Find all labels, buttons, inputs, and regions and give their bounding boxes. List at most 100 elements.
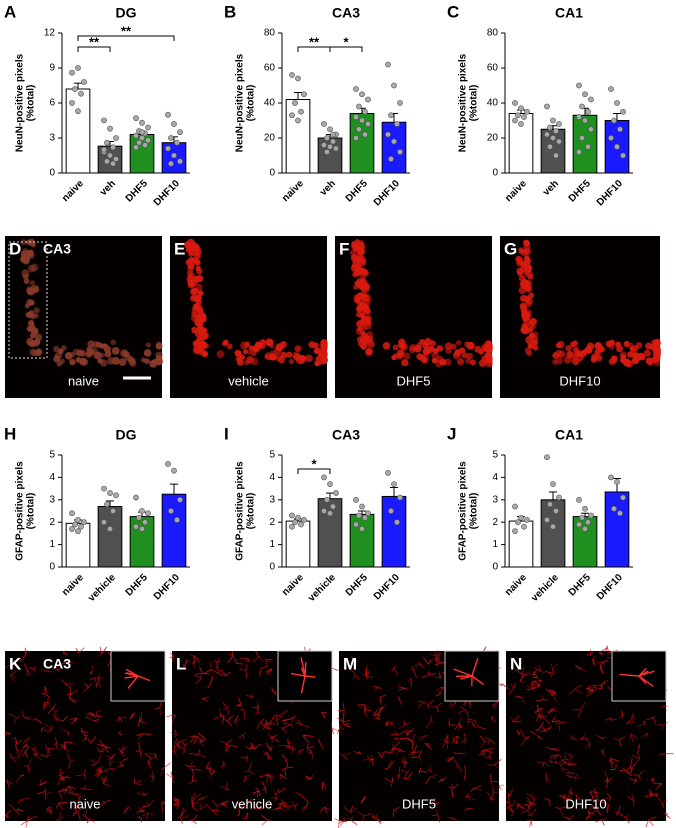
astrocyte	[53, 709, 58, 716]
astrocyte	[192, 793, 201, 800]
astrocyte	[608, 797, 612, 803]
inset-astrocyte	[127, 675, 139, 689]
astrocyte	[245, 658, 249, 663]
astrocyte	[21, 710, 25, 719]
astrocyte	[574, 666, 582, 670]
data-point	[585, 143, 591, 150]
astrocyte	[386, 719, 390, 726]
astrocyte	[67, 785, 76, 789]
cell	[20, 239, 27, 246]
astrocyte	[282, 725, 286, 731]
y-tick-label: 4	[49, 472, 55, 483]
cell	[524, 347, 532, 354]
data-point	[177, 496, 183, 503]
astrocyte	[397, 774, 400, 779]
astrocyte	[353, 661, 357, 669]
astrocyte	[560, 764, 564, 773]
data-point	[333, 490, 339, 496]
astrocyte	[46, 806, 50, 812]
astrocyte	[373, 814, 376, 819]
astrocyte	[459, 705, 466, 710]
astrocyte	[614, 764, 617, 770]
data-point	[330, 503, 336, 510]
astrocyte	[588, 687, 592, 692]
astrocyte	[650, 778, 654, 781]
astrocyte	[574, 773, 579, 779]
astrocyte	[373, 708, 380, 715]
data-point	[553, 508, 559, 514]
astrocyte	[269, 774, 275, 777]
cell	[265, 338, 274, 347]
astrocyte	[242, 756, 248, 760]
astrocyte	[219, 740, 227, 744]
astrocyte	[631, 715, 633, 724]
data-point	[75, 528, 81, 535]
astrocyte	[491, 715, 495, 718]
astrocyte	[103, 783, 112, 787]
data-point	[133, 144, 139, 151]
bar	[161, 493, 187, 568]
astrocyte	[545, 778, 548, 783]
astrocyte	[142, 805, 150, 808]
astrocyte	[603, 797, 612, 800]
astrocyte	[69, 717, 78, 720]
data-point	[512, 503, 518, 510]
cell	[631, 345, 639, 352]
astrocyte	[407, 752, 415, 756]
data-point	[385, 131, 391, 138]
astrocyte	[420, 664, 424, 669]
astrocyte	[587, 804, 594, 813]
astrocyte	[41, 728, 50, 733]
astrocyte	[215, 661, 220, 671]
x-tick-label: vehicle	[529, 572, 561, 604]
x-tick-label: naive	[280, 572, 306, 598]
cell	[25, 311, 32, 318]
astrocyte	[436, 659, 440, 666]
astrocyte	[109, 754, 115, 759]
astrocyte	[563, 796, 573, 800]
astrocyte	[601, 819, 605, 826]
cell	[396, 349, 405, 358]
astrocyte	[376, 714, 381, 718]
astrocyte	[95, 678, 99, 688]
y-axis-label: (%total)	[26, 85, 37, 122]
astrocyte	[254, 807, 264, 810]
data-point	[576, 496, 582, 503]
astrocyte	[75, 647, 80, 654]
astrocyte	[222, 671, 227, 676]
astrocyte	[261, 819, 268, 826]
astrocyte	[631, 715, 636, 720]
astrocyte	[183, 742, 186, 747]
astrocyte	[68, 761, 71, 769]
astrocyte	[356, 810, 365, 817]
bar	[381, 121, 407, 174]
y-axis-label: (%total)	[469, 85, 480, 122]
astrocyte	[26, 668, 31, 676]
astrocyte	[103, 745, 112, 749]
astrocyte	[227, 708, 230, 716]
astrocyte	[549, 725, 552, 729]
data-point	[512, 100, 518, 106]
astrocyte	[338, 820, 346, 824]
astrocyte	[270, 715, 275, 723]
astrocyte	[596, 809, 601, 816]
astrocyte	[147, 758, 152, 762]
data-point	[518, 105, 524, 112]
astrocyte	[284, 766, 294, 769]
astrocyte	[619, 813, 626, 818]
cell	[118, 358, 127, 367]
bar	[540, 499, 566, 568]
astrocyte	[261, 815, 268, 821]
astrocyte	[226, 671, 231, 676]
cell	[527, 273, 534, 280]
astrocyte	[551, 669, 555, 673]
astrocyte	[197, 796, 205, 801]
inset-astrocyte	[471, 658, 479, 677]
inset-astrocyte	[471, 675, 485, 686]
astrocyte	[160, 767, 165, 775]
astrocyte	[394, 731, 399, 736]
astrocyte	[117, 765, 124, 768]
astrocyte	[96, 771, 101, 779]
astrocyte	[39, 779, 42, 786]
